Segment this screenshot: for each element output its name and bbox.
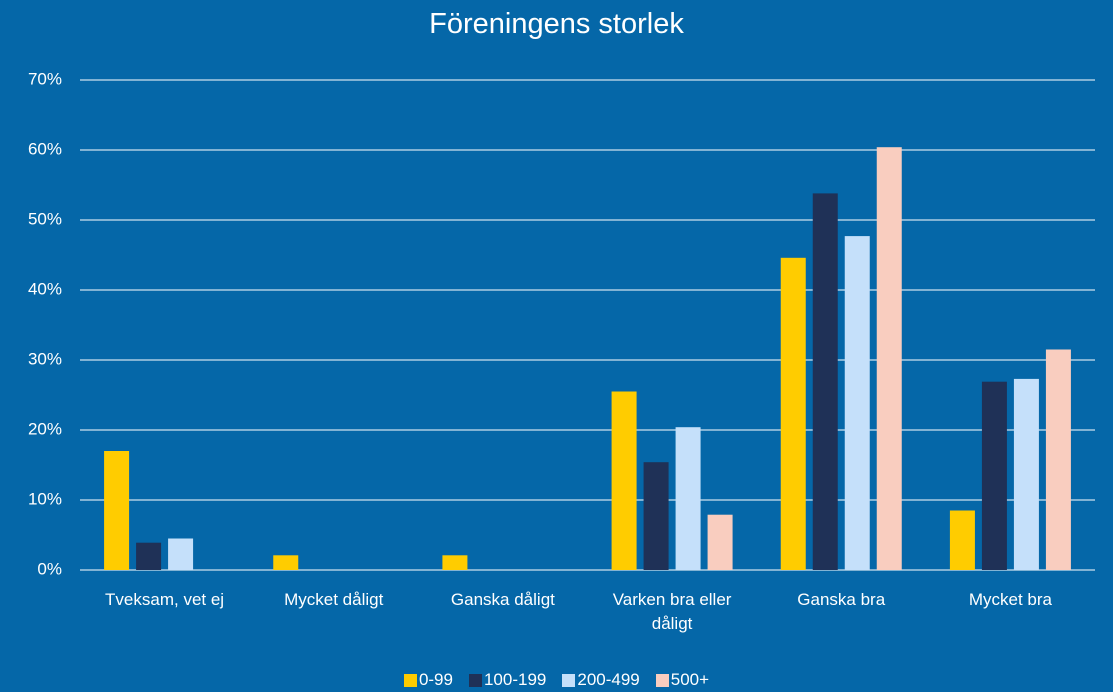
y-tick-label: 70% — [28, 69, 62, 88]
legend-item: 100-199 — [468, 670, 547, 690]
legend: 0-99 100-199 200-499 500+ — [0, 670, 1113, 690]
bar — [104, 451, 130, 570]
y-tick-label: 20% — [28, 419, 62, 438]
legend-item: 500+ — [655, 670, 710, 690]
bar — [136, 542, 162, 570]
bar — [707, 514, 733, 570]
legend-swatch — [655, 673, 669, 687]
x-tick-label: Ganska bra — [797, 590, 886, 609]
x-tick-label: Varken bra eller dåligt — [612, 590, 732, 633]
y-tick-label: 30% — [28, 349, 62, 368]
chart-title: Föreningens storlek — [429, 8, 684, 40]
y-tick-label: 0% — [37, 559, 62, 578]
legend-swatch — [562, 673, 576, 687]
bar — [981, 381, 1007, 570]
legend-item: 0-99 — [403, 670, 453, 690]
legend-label: 500+ — [670, 670, 710, 689]
x-tick-label: Mycket bra — [968, 590, 1052, 609]
x-tick-label: Mycket dåligt — [284, 590, 384, 609]
bar — [675, 427, 701, 570]
bar — [1045, 349, 1071, 570]
legend-swatch — [403, 673, 417, 687]
bar — [949, 510, 975, 570]
bar — [812, 193, 838, 570]
y-tick-label: 10% — [28, 489, 62, 508]
bar — [1013, 378, 1039, 570]
y-tick-label: 50% — [28, 209, 62, 228]
bar — [168, 538, 194, 570]
x-tick-label: Ganska dåligt — [450, 590, 555, 609]
bar — [780, 257, 806, 570]
bar — [876, 147, 902, 570]
legend-label: 0-99 — [418, 670, 453, 689]
legend-swatch — [468, 673, 482, 687]
legend-label: 100-199 — [483, 670, 547, 689]
y-tick-label: 40% — [28, 279, 62, 298]
y-tick-label: 60% — [28, 139, 62, 158]
bar — [442, 555, 468, 570]
bar — [273, 555, 299, 570]
legend-label: 200-499 — [577, 670, 640, 689]
bar — [611, 391, 637, 570]
bar — [643, 462, 669, 570]
bar — [844, 236, 870, 570]
x-tick-label: Tveksam, vet ej — [105, 590, 225, 609]
legend-item: 200-499 — [562, 670, 640, 690]
